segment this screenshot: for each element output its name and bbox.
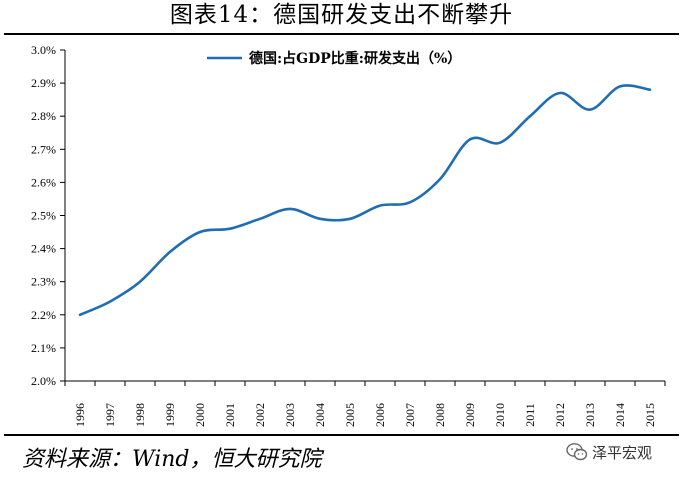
x-tick-label: 1996 — [73, 403, 87, 427]
data-point — [289, 208, 292, 211]
data-point — [259, 218, 262, 221]
data-point — [229, 227, 232, 230]
x-tick-label: 2011 — [523, 403, 537, 427]
y-tick-label: 2.9% — [31, 76, 56, 90]
x-tick-label: 1998 — [133, 403, 147, 427]
y-tick-label: 2.4% — [31, 242, 56, 256]
x-tick-label: 2001 — [223, 403, 237, 427]
y-tick-label: 3.0% — [31, 43, 56, 57]
x-tick-label: 2009 — [463, 403, 477, 427]
data-point — [169, 251, 172, 254]
x-tick-label: 2005 — [343, 403, 357, 427]
x-tick-label: 2002 — [253, 403, 267, 427]
data-point — [529, 115, 532, 118]
data-point — [439, 178, 442, 181]
figure-title: 图表14：德国研发支出不断攀升 — [169, 2, 514, 28]
data-point — [559, 92, 562, 95]
data-point — [589, 108, 592, 111]
series-line — [78, 84, 652, 317]
data-point — [649, 88, 652, 91]
y-tick-label: 2.1% — [31, 341, 56, 355]
x-tick-label: 2010 — [493, 403, 507, 427]
x-tick-label: 2004 — [313, 403, 327, 427]
data-point — [79, 314, 82, 317]
x-tick-label: 2000 — [193, 403, 207, 427]
x-tick-label: 2013 — [583, 403, 597, 427]
data-point — [109, 300, 112, 303]
line-chart: 2.0% 2.1% 2.2% 2.3% 2.4% 2.5% 2.6% 2.7% 2.8% 2.9%… — [31, 43, 666, 427]
x-tick-label: 2012 — [553, 403, 567, 427]
title-divider — [4, 33, 679, 35]
x-tick-label: 2014 — [613, 403, 627, 427]
y-tick-label: 2.5% — [31, 209, 56, 223]
legend-label: 德国:占GDP比重:研发支出（%） — [249, 50, 461, 67]
y-tick-label: 2.6% — [31, 175, 56, 189]
watermark-text: 泽平宏观 — [592, 444, 653, 462]
data-point — [349, 218, 352, 221]
data-point — [409, 201, 412, 204]
y-tick-label: 2.8% — [31, 109, 56, 123]
watermark: 泽平宏观 — [566, 440, 678, 466]
x-tick-label: 2008 — [433, 403, 447, 427]
y-tick-label: 2.0% — [31, 374, 56, 388]
data-point — [319, 218, 322, 221]
x-tick-label: 2006 — [373, 403, 387, 427]
source-divider — [4, 434, 679, 436]
data-point — [199, 231, 202, 234]
x-tick-label: 2015 — [643, 403, 657, 427]
data-point — [379, 204, 382, 207]
y-tick-label: 2.7% — [31, 142, 56, 156]
data-point — [499, 141, 502, 144]
x-tick-label: 1997 — [103, 403, 117, 427]
x-tick-label: 1999 — [163, 403, 177, 427]
source-note: 资料来源：Wind，恒大研究院 — [22, 447, 322, 472]
y-tick-label: 2.3% — [31, 275, 56, 289]
wechat-icon — [566, 443, 588, 461]
data-point — [619, 85, 622, 88]
x-tick-label: 2007 — [403, 403, 417, 427]
data-point — [469, 138, 472, 141]
x-tick-label: 2003 — [283, 403, 297, 427]
y-tick-label: 2.2% — [31, 308, 56, 322]
data-point — [139, 280, 142, 283]
